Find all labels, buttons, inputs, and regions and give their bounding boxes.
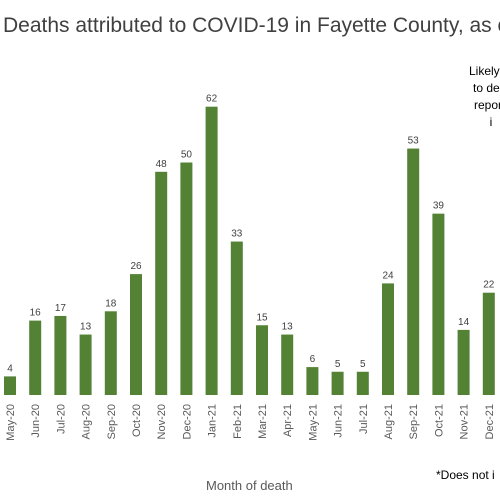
x-tick-label: Dec-21 — [484, 404, 496, 439]
bar-Jul-21 — [356, 371, 369, 395]
bar-Sep-20 — [104, 311, 117, 395]
data-label: 14 — [458, 317, 470, 328]
data-label: 15 — [256, 312, 268, 323]
x-tick-label: Jul-21 — [358, 404, 370, 434]
x-tick-label: Mar-21 — [257, 404, 269, 439]
x-tick-label: Jul-20 — [55, 404, 67, 434]
data-label: 18 — [105, 298, 117, 309]
data-label: 16 — [30, 308, 42, 319]
x-tick-label: May-21 — [307, 404, 319, 441]
bar-May-20 — [4, 376, 16, 395]
bar-Dec-20 — [180, 162, 193, 395]
footnote: *Does not i — [436, 468, 495, 482]
data-label: 5 — [335, 359, 341, 370]
bar-Feb-21 — [230, 241, 243, 395]
data-label: 17 — [55, 303, 67, 314]
annotation-line: reporti — [473, 98, 500, 112]
x-tick-label: May-20 — [5, 404, 17, 441]
data-label: 13 — [80, 322, 92, 333]
x-tick-label: Oct-21 — [433, 404, 445, 437]
delay-annotation: Likely to to dela reporti i — [426, 63, 500, 131]
x-tick-label: Aug-20 — [81, 404, 93, 439]
x-tick-label: Apr-21 — [282, 404, 294, 437]
x-tick-label: Sep-20 — [106, 404, 118, 439]
bar-May-21 — [306, 367, 319, 395]
bar-Nov-21 — [457, 329, 470, 395]
bar-Sep-21 — [407, 148, 420, 395]
x-tick-label: Dec-20 — [181, 404, 193, 439]
bar-Aug-20 — [79, 334, 92, 395]
x-tick-label: Jun-21 — [333, 404, 345, 438]
x-tick-label: Nov-20 — [156, 404, 168, 439]
x-tick-label: Nov-21 — [459, 404, 471, 439]
x-tick-label: Feb-21 — [232, 404, 244, 439]
data-label: 6 — [310, 354, 316, 365]
x-tick-label: Aug-21 — [383, 404, 395, 439]
data-label: 50 — [181, 150, 193, 161]
data-label: 24 — [382, 270, 394, 281]
data-label: 4 — [7, 363, 13, 374]
x-axis-title: Month of death — [206, 478, 293, 493]
data-label: 39 — [433, 201, 445, 212]
bar-Nov-20 — [155, 171, 168, 395]
data-label: 62 — [206, 94, 218, 105]
bar-Jun-20 — [29, 320, 42, 395]
annotation-line: Likely to — [468, 64, 500, 78]
data-label: 22 — [483, 280, 495, 291]
data-label: 33 — [231, 229, 243, 240]
bar-Jan-21 — [205, 106, 218, 395]
data-label: 53 — [408, 136, 420, 147]
data-label: 48 — [156, 159, 168, 170]
x-tick-label: Oct-20 — [131, 404, 143, 437]
annotation-line: to dela — [472, 81, 500, 95]
data-label: 5 — [360, 359, 366, 370]
bar-Dec-21 — [482, 292, 495, 395]
annotation-line: i — [489, 115, 493, 129]
x-tick-label: Jun-20 — [30, 404, 42, 438]
bar-Oct-20 — [130, 274, 142, 395]
bar-Apr-21 — [281, 334, 294, 395]
bar-Jun-21 — [331, 371, 344, 395]
x-tick-label: Jan-21 — [207, 404, 219, 438]
data-label: 26 — [130, 261, 142, 272]
data-label: 13 — [282, 322, 294, 333]
bar-Oct-21 — [432, 213, 445, 395]
bar-Jul-20 — [54, 315, 67, 395]
x-tick-label: Sep-21 — [408, 404, 420, 439]
bar-Aug-21 — [382, 283, 394, 395]
bar-Mar-21 — [256, 325, 268, 395]
chart-title: Deaths attributed to COVID-19 in Fayette… — [3, 14, 500, 37]
